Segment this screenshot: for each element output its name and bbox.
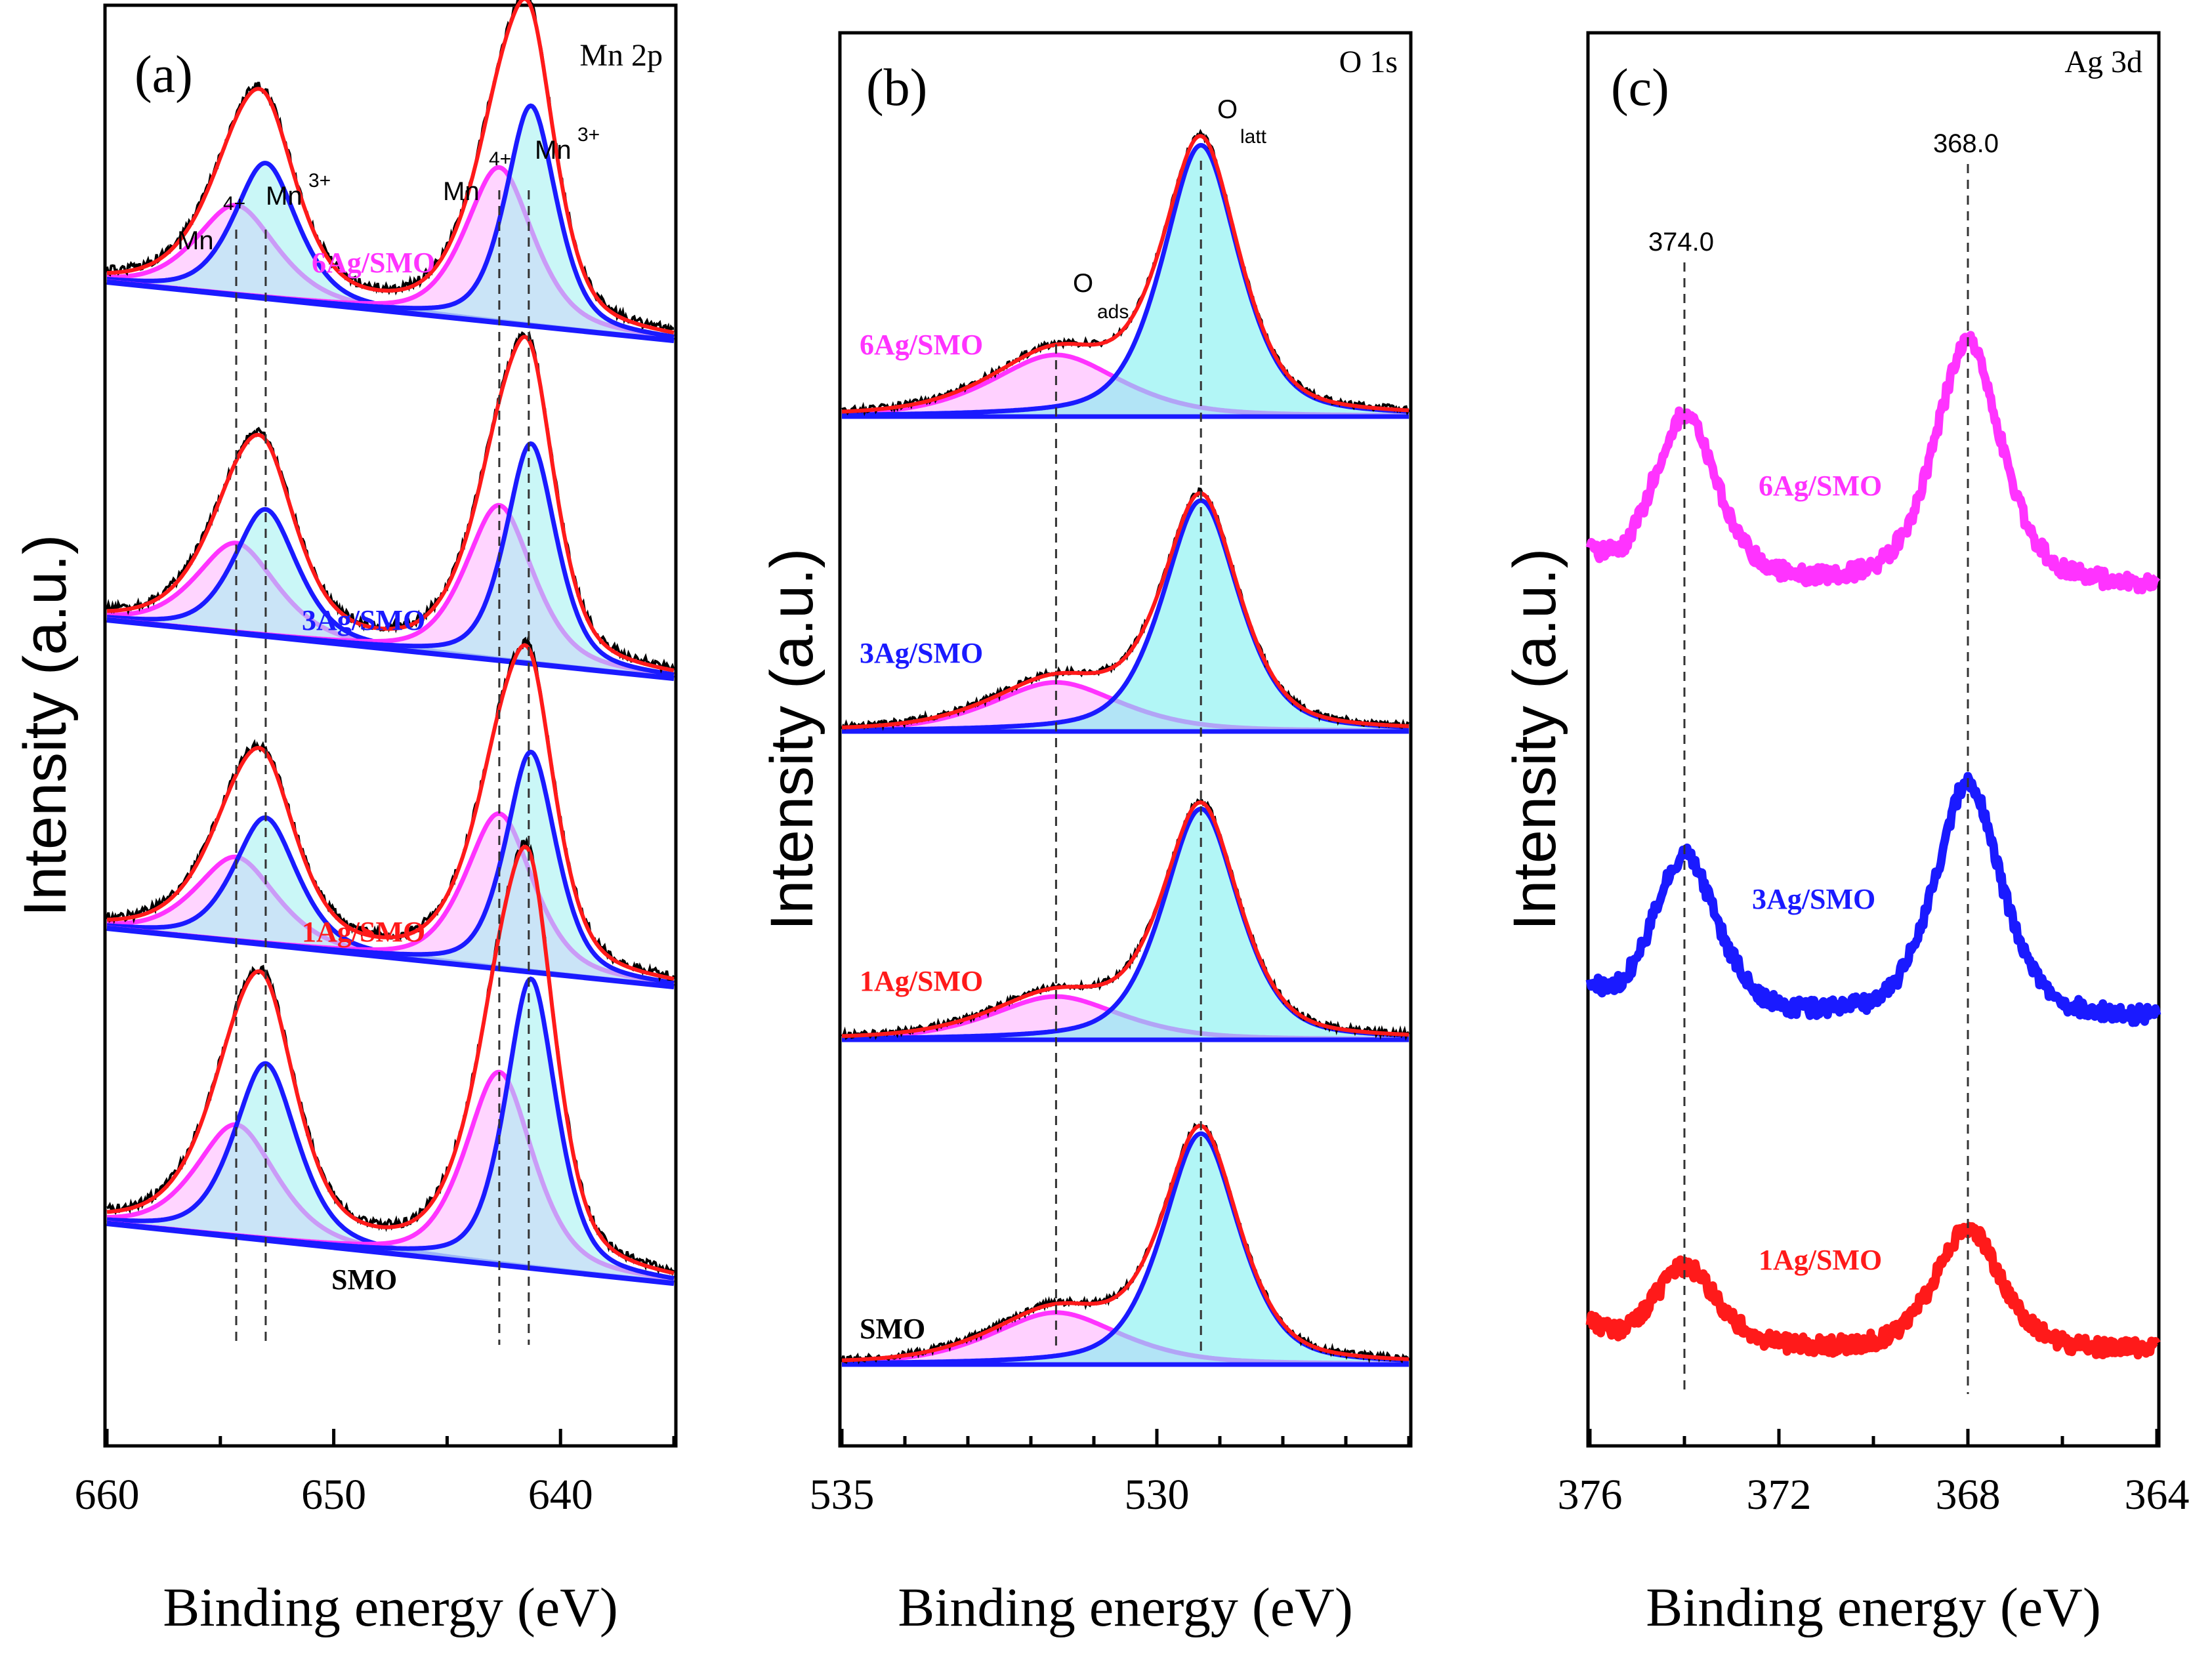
mn2p-series-3Ag/SMO <box>106 330 675 682</box>
panel-b-label-smo: SMO <box>860 1313 925 1345</box>
mn2p-component-fill-Mn3+ 2p1/2 <box>107 817 674 987</box>
mn2p-baseline <box>106 1221 675 1286</box>
panel-c-label-6ag: 6Ag/SMO <box>1759 470 1882 502</box>
panel-a-frame <box>103 3 678 1448</box>
mn2p-component-fill-Mn3+ 2p3/2 <box>107 752 674 987</box>
mn4-label-left: Mn <box>177 226 214 255</box>
mn3-label-left: Mn <box>266 182 303 211</box>
o1s-series-6Ag/SMO <box>841 129 1410 419</box>
panel-a-letter: (a) <box>135 46 193 104</box>
mn2p-series-6Ag/SMO <box>106 0 675 344</box>
panel-b-frame <box>838 31 1413 1448</box>
mn2p-baseline <box>106 926 675 990</box>
panel-b-label-3ag: 3Ag/SMO <box>860 637 983 669</box>
panel-b-xlabel: Binding energy (eV) <box>898 1577 1353 1638</box>
mn2p-envelope-fit <box>106 0 675 335</box>
ag3d-trace-6Ag/SMO <box>1585 331 2161 594</box>
panel-b-ylabel: Intensity (a.u.) <box>759 548 825 931</box>
o1s-series-3Ag/SMO <box>841 487 1409 734</box>
panel-a-label-smo: SMO <box>331 1264 397 1296</box>
panel-c-plot <box>1585 164 2161 1394</box>
o-latt-label: O <box>1217 95 1238 124</box>
mn2p-series-SMO <box>106 836 675 1286</box>
panel-b-label-6ag: 6Ag/SMO <box>860 329 983 361</box>
o1s-series-1Ag/SMO <box>841 798 1410 1042</box>
mn2p-envelope-fit <box>106 844 675 1275</box>
mn2p-baseline <box>106 279 675 344</box>
axis-ticks: 660 650 640 535 530 376 372 368 364 <box>75 1429 2190 1519</box>
mn2p-series-1Ag/SMO <box>106 636 675 990</box>
panel-c-xtick-label: 372 <box>1747 1471 1812 1519</box>
mn2p-component-fill-Mn3+ 2p3/2 <box>107 979 674 1284</box>
panel-a-xtick-label: 640 <box>528 1471 593 1519</box>
o1s-envelope-fit <box>841 1124 1409 1363</box>
mn4-sup-left: 4+ <box>223 193 245 215</box>
o1s-component-fill-O latt <box>842 501 1409 731</box>
o1s-component-fill-O latt <box>842 145 1409 417</box>
panel-c-xtick-label: 368 <box>1936 1471 2001 1519</box>
mn2p-component-fill-Mn3+ 2p1/2 <box>107 1063 674 1284</box>
ag-peak-374-label: 374.0 <box>1648 228 1714 257</box>
panel-a-plot <box>106 0 675 1345</box>
panel-a-xtick-label: 650 <box>301 1471 366 1519</box>
mn3-label-right: Mn <box>535 136 572 165</box>
panel-b-plot <box>841 129 1410 1367</box>
panel-c-ylabel: Intensity (a.u.) <box>1501 548 1568 931</box>
panel-a-xtick-label: 660 <box>75 1471 140 1519</box>
panel-c-core-level: Ag 3d <box>2064 45 2142 79</box>
panel-b-xtick-label: 530 <box>1125 1471 1190 1519</box>
panel-c-xtick-label: 376 <box>1558 1471 1623 1519</box>
panel-b-core-level: O 1s <box>1339 45 1398 79</box>
panel-a-label-1ag: 1Ag/SMO <box>302 916 425 948</box>
o-ads-label: O <box>1073 269 1093 298</box>
mn3-sup-right: 3+ <box>577 124 600 146</box>
o1s-envelope-fit <box>841 491 1409 730</box>
o1s-component-fill-O latt <box>842 809 1409 1040</box>
panel-a-label-3ag: 3Ag/SMO <box>302 604 425 636</box>
o1s-component-fill-O latt <box>842 1134 1409 1365</box>
panel-a-ylabel: Intensity (a.u.) <box>12 535 79 917</box>
mn2p-component-fill-Mn3+ 2p1/2 <box>107 509 674 679</box>
panel-b-xtick-label: 535 <box>810 1471 875 1519</box>
mn2p-component-fill-Mn3+ 2p3/2 <box>107 443 674 679</box>
panel-c-label-1ag: 1Ag/SMO <box>1759 1244 1882 1276</box>
mn2p-baseline <box>106 617 675 682</box>
panel-a-xlabel: Binding energy (eV) <box>163 1577 618 1638</box>
panel-c-xtick-label: 364 <box>2125 1471 2190 1519</box>
o1s-envelope-fit <box>842 800 1409 1038</box>
mn2p-component-fill-Mn3+ 2p3/2 <box>107 106 674 341</box>
panel-c-label-3ag: 3Ag/SMO <box>1752 883 1875 915</box>
panel-b-label-1ag: 1Ag/SMO <box>860 965 983 997</box>
mn2p-envelope-fit <box>106 335 675 673</box>
o-latt-subscript: latt <box>1240 126 1267 148</box>
mn2p-envelope-fit <box>106 643 675 981</box>
panel-c-letter: (c) <box>1611 59 1669 117</box>
panel-a-core-level: Mn 2p <box>579 38 663 73</box>
panel-a-label-6ag: 6Ag/SMO <box>312 247 435 279</box>
ag-peak-368-label: 368.0 <box>1933 129 1999 158</box>
o1s-envelope-fit <box>841 134 1409 414</box>
o-ads-subscript: ads <box>1097 301 1129 323</box>
panel-b-letter: (b) <box>866 59 927 117</box>
mn4-sup-right: 4+ <box>489 148 511 170</box>
o1s-series-SMO <box>841 1122 1410 1367</box>
mn4-label-right: Mn <box>443 177 480 206</box>
mn3-sup-left: 3+ <box>308 170 331 192</box>
panel-c-xlabel: Binding energy (eV) <box>1646 1577 2101 1638</box>
